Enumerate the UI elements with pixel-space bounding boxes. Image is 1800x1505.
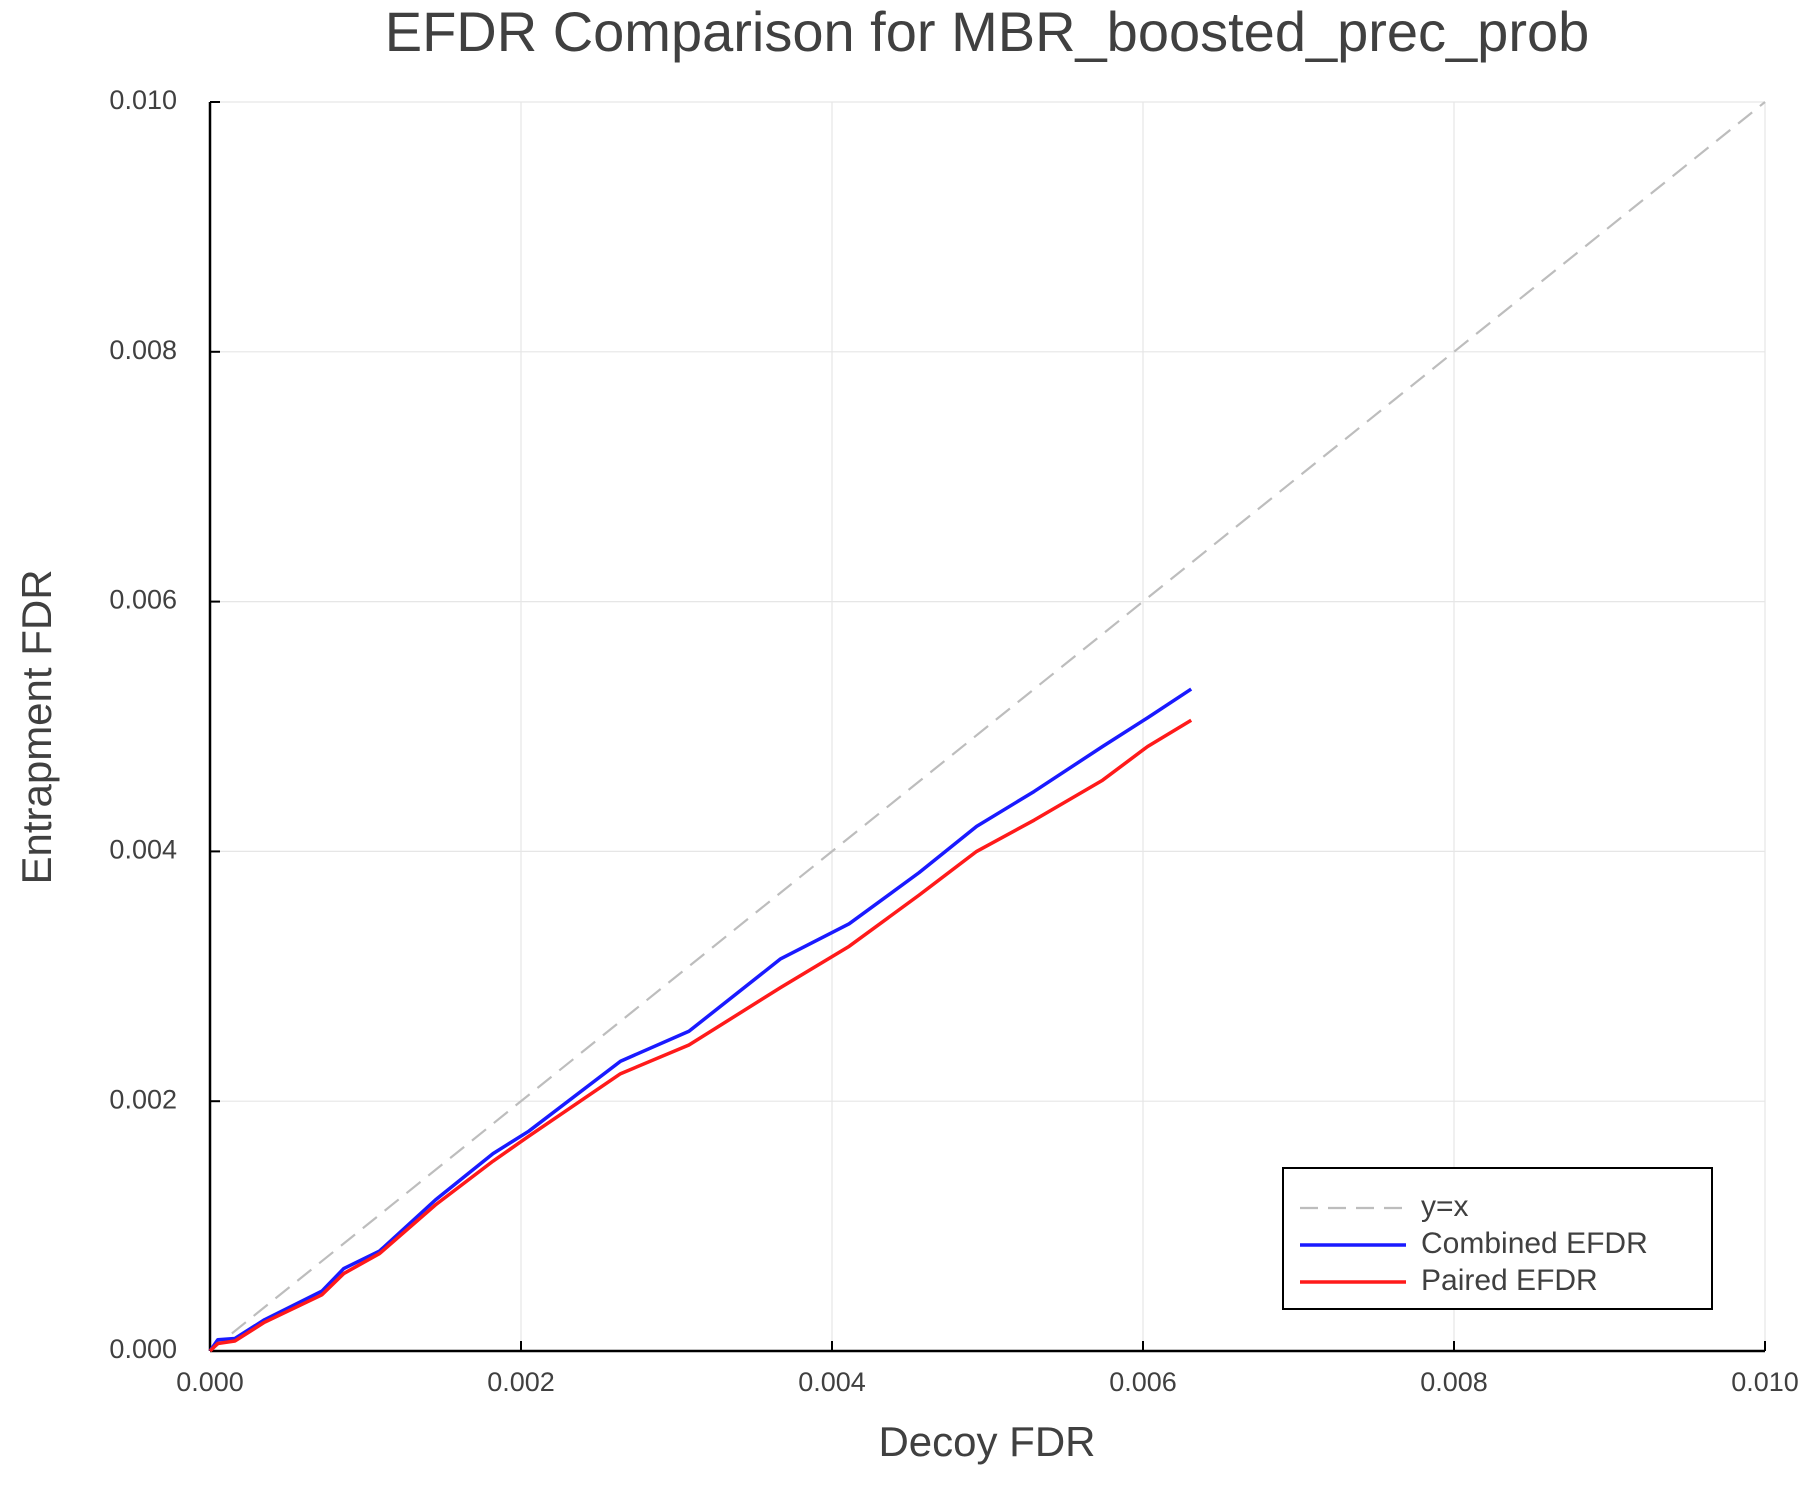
x-tick-label: 0.004	[798, 1367, 866, 1397]
x-tick-label: 0.000	[176, 1367, 244, 1397]
legend-box	[1282, 1167, 1713, 1310]
legend-label: y=x	[1421, 1190, 1469, 1223]
y-tick-label: 0.010	[109, 85, 177, 115]
y-tick-label: 0.008	[109, 335, 177, 365]
y-tick-label: 0.000	[109, 1334, 177, 1364]
y-axis-label: Entrapment FDR	[13, 569, 60, 884]
line-series	[208, 718, 1193, 1353]
x-tick-label: 0.008	[1420, 1367, 1488, 1397]
x-axis-label: Decoy FDR	[878, 1418, 1095, 1465]
line-series	[209, 101, 1766, 1352]
y-tick-label: 0.006	[109, 585, 177, 615]
x-tick-label: 0.002	[487, 1367, 555, 1397]
line-series	[208, 687, 1193, 1352]
y-tick-label: 0.004	[109, 835, 177, 865]
x-tick-label: 0.006	[1109, 1367, 1177, 1397]
y-tick-label: 0.002	[109, 1084, 177, 1114]
legend: y=x Combined EFDR Paired EFDR	[1282, 1167, 1713, 1310]
legend-label: Paired EFDR	[1421, 1264, 1598, 1297]
legend-label: Combined EFDR	[1421, 1227, 1648, 1260]
x-tick-label: 0.010	[1731, 1367, 1799, 1397]
chart-title: EFDR Comparison for MBR_boosted_prec_pro…	[385, 0, 1590, 63]
